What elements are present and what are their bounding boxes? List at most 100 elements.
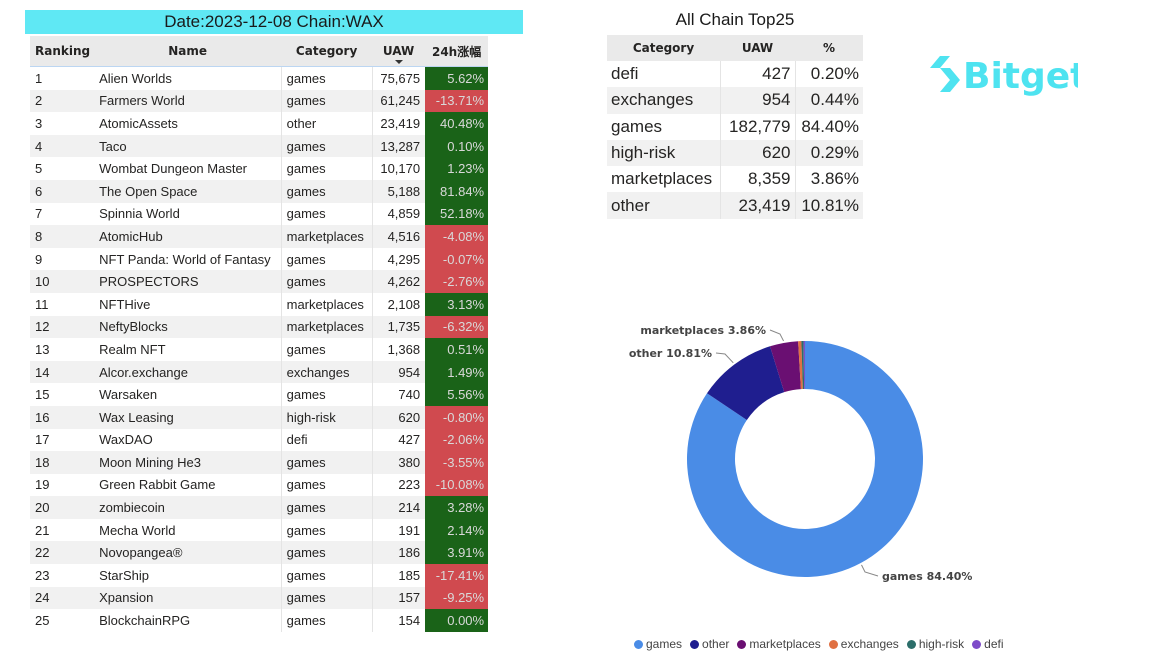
column-header-category[interactable]: Category [281,36,373,67]
table-row[interactable]: 17 WaxDAO defi 427 -2.06% [30,428,489,452]
rank-cell: 22 [30,541,95,565]
change-cell: -2.76% [425,270,489,293]
uaw-cell: 380 [372,451,426,474]
change-cell: -6.32% [425,315,489,339]
category-cell: defi [281,428,373,452]
legend-dot-icon [906,639,916,649]
legend-dot-icon [972,639,982,649]
category-row[interactable]: exchanges 954 0.44% [607,87,863,114]
table-row[interactable]: 13 Realm NFT games 1,368 0.51% [30,338,489,361]
legend-item-games[interactable]: games [634,637,682,651]
uaw-cell: 214 [372,496,426,519]
category-cell: games [281,518,373,542]
category-cell: games [281,564,373,587]
change-cell: -2.06% [425,428,489,452]
donut-slice-exchanges[interactable] [798,341,803,390]
table-row[interactable]: 24 Xpansion games 157 -9.25% [30,586,489,610]
category-row[interactable]: other 23,419 10.81% [607,192,863,219]
category-cell: games [281,202,373,226]
donut-slice-high-risk[interactable] [801,341,805,390]
table-row[interactable]: 23 StarShip games 185 -17.41% [30,564,489,587]
column-header-ranking[interactable]: Ranking [30,36,95,67]
column-header-24h-change[interactable]: 24h涨幅 [425,36,489,67]
table-row[interactable]: 3 AtomicAssets other 23,419 40.48% [30,112,489,135]
column-header-uaw[interactable]: UAW [372,36,426,67]
category-row[interactable]: games 182,779 84.40% [607,113,863,140]
change-cell: 3.91% [425,541,489,565]
uaw-cell: 157 [372,586,426,610]
donut-slice-other[interactable] [706,346,785,421]
category-cell: games [281,134,373,158]
donut-slice-games[interactable] [687,341,924,577]
rank-cell: 11 [35,296,49,312]
uaw-cell: 13,287 [372,134,426,158]
name-cell: Wax Leasing [94,405,282,429]
table-row[interactable]: 18 Moon Mining He3 games 380 -3.55% [30,451,489,474]
table-row[interactable]: 21 Mecha World games 191 2.14% [30,518,489,542]
callout-line-games [861,564,879,577]
uaw-cell: 182,779 [720,113,796,140]
legend-label: high-risk [918,637,965,651]
table-row[interactable]: 12 NeftyBlocks marketplaces 1,735 -6.32% [30,315,489,339]
change-cell: -9.25% [425,586,489,610]
uaw-cell: 10,170 [380,161,421,177]
change-cell: -13.71% [425,89,489,113]
category-cell: other [281,112,373,135]
table-row[interactable]: 2 Farmers World games 61,245 -13.71% [30,89,489,113]
rank-cell: 16 [30,405,95,429]
name-cell: Spinnia World [94,202,282,226]
column-header-percent[interactable]: % [795,35,863,61]
table-row[interactable]: 7 Spinnia World games 4,859 52.18% [30,202,489,226]
column-header-uaw[interactable]: UAW [720,35,795,61]
category-cell: exchanges [607,87,721,114]
table-row[interactable]: 14 Alcor.exchange exchanges 954 1.49% [30,360,489,384]
table-row[interactable]: 20 zombiecoin games 214 3.28% [30,496,489,519]
change-cell: 0.00% [425,609,489,632]
category-row[interactable]: defi 427 0.20% [607,61,863,88]
bitget-logo: Bitget [928,52,1087,103]
callout-line-marketplaces [769,329,784,342]
table-row[interactable]: 11 NFTHive marketplaces 2,108 3.13% [30,292,489,316]
rank-cell: 9 [35,251,43,267]
rank-cell: 24 [30,586,95,610]
column-header-name[interactable]: Name [94,36,282,67]
name-cell: Warsaken [94,383,282,406]
category-donut-chart: games 84.40% other 10.81% marketplaces 3.8… [629,324,973,583]
uaw-cell: 75,675 [380,70,421,86]
legend-item-exchanges[interactable]: exchanges [828,637,899,651]
table-row[interactable]: 16 Wax Leasing high-risk 620 -0.80% [30,405,489,429]
legend-label: defi [984,637,1004,651]
legend-item-marketplaces[interactable]: marketplaces [737,637,821,651]
donut-slice-marketplaces[interactable] [770,341,801,393]
uaw-cell: 4,516 [372,225,426,248]
uaw-cell: 4,859 [387,206,421,222]
table-row[interactable]: 19 Green Rabbit Game games 223 -10.08% [30,473,489,497]
data-label-games: games 84.40% [882,570,972,583]
table-row[interactable]: 9 NFT Panda: World of Fantasy games 4,295 -0… [30,247,489,271]
name-cell: Farmers World [94,89,282,113]
table-row[interactable]: 25 BlockchainRPG games 154 0.00% [30,609,489,632]
category-cell: games [607,113,721,140]
donut-slice-defi[interactable] [803,341,805,390]
legend-item-defi[interactable]: defi [972,637,1004,651]
table-row[interactable]: 22 Novopangea® games 186 3.91% [30,541,489,565]
uaw-cell: 5,188 [372,179,426,203]
category-cell: games [281,66,373,90]
category-row[interactable]: high-risk 620 0.29% [607,139,863,167]
legend-item-high-risk[interactable]: high-risk [906,637,965,651]
category-row[interactable]: marketplaces 8,359 3.86% [607,166,863,193]
table-row[interactable]: 5 Wombat Dungeon Master games 10,170 1.23% [30,157,489,180]
table-row[interactable]: 15 Warsaken games 740 5.56% [30,383,489,406]
rank-cell: 7 [35,206,43,222]
table-row[interactable]: 4 Taco games 13,287 0.10% [30,134,489,158]
legend-item-other[interactable]: other [690,637,729,651]
uaw-cell: 954 [372,360,426,384]
table-row[interactable]: 1 Alien Worlds games 75,675 5.62% [30,66,489,90]
sort-descending-icon[interactable] [394,60,403,64]
column-header-category[interactable]: Category [607,35,720,61]
category-summary-title: All Chain Top25 [675,10,795,29]
table-row[interactable]: 6 The Open Space games 5,188 81.84% [30,179,489,203]
category-cell: games [281,541,373,565]
table-row[interactable]: 8 AtomicHub marketplaces 4,516 -4.08% [30,225,489,248]
table-row[interactable]: 10 PROSPECTORS games 4,262 -2.76% [30,270,489,293]
